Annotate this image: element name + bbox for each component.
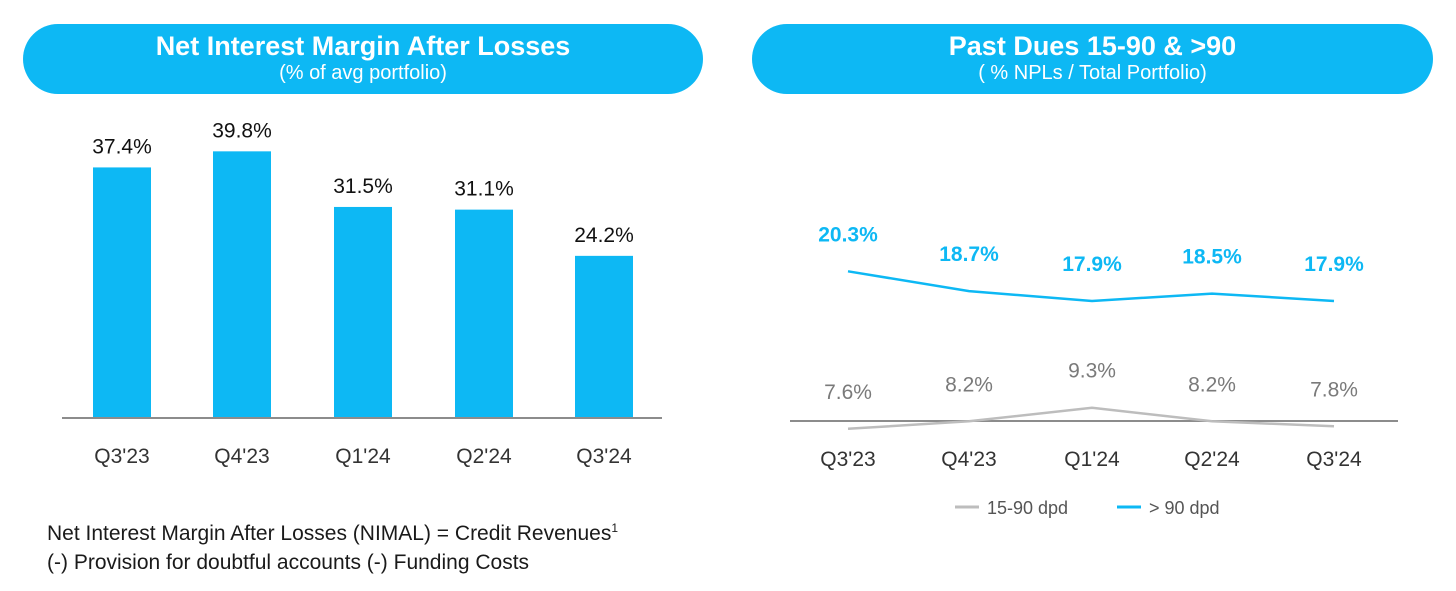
line-value-label: 8.2% — [1188, 373, 1236, 396]
bar-x-tick-label: Q2'24 — [456, 445, 512, 468]
bar-x-tick-label: Q4'23 — [214, 445, 269, 468]
bar-x-tick-label: Q1'24 — [335, 445, 391, 468]
footnote-superscript: 1 — [611, 521, 619, 535]
line-value-label: 7.8% — [1310, 378, 1358, 401]
line-chart-subtitle: ( % NPLs / Total Portfolio) — [978, 62, 1207, 84]
footnote-formula-text: Net Interest Margin After Losses (NIMAL)… — [47, 522, 612, 545]
line-value-label: 17.9% — [1304, 253, 1364, 276]
series-15-90-dpd-line — [847, 406, 1335, 431]
footnote-line-1: Net Interest Margin After Losses (NIMAL)… — [47, 514, 618, 548]
nimal-definition-footnote: Net Interest Margin After Losses (NIMAL)… — [47, 514, 618, 577]
bar-chart-title-banner: Net Interest Margin After Losses (% of a… — [23, 24, 703, 94]
bar-value-label: 31.1% — [454, 178, 514, 201]
legend-15-90-dpd-label: 15-90 dpd — [987, 498, 1068, 518]
line-chart-title: Past Dues 15-90 & >90 — [948, 31, 1237, 61]
bar-value-label: 31.5% — [333, 175, 393, 198]
bar-x-tick-label: Q3'23 — [94, 445, 149, 468]
bar-value-label: 37.4% — [92, 135, 152, 158]
bar-Q4'23 — [213, 151, 271, 418]
line-value-label: 8.2% — [945, 373, 993, 396]
bar-Q3'23 — [93, 167, 151, 418]
bar-Q1'24 — [334, 206, 392, 418]
bar-Q3'24 — [575, 255, 633, 418]
line-value-label: 7.6% — [824, 381, 872, 404]
bar-x-tick-label: Q3'24 — [576, 445, 632, 468]
bar-Q2'24 — [455, 209, 513, 418]
line-x-tick-label: Q3'23 — [820, 448, 875, 471]
bar-chart-subtitle: (% of avg portfolio) — [279, 62, 447, 84]
legend-over-90-dpd-label: > 90 dpd — [1149, 498, 1220, 518]
line-chart-title-banner: Past Dues 15-90 & >90 ( % NPLs / Total P… — [752, 24, 1433, 94]
line-value-label: 18.5% — [1182, 246, 1242, 269]
line-x-tick-label: Q2'24 — [1184, 448, 1240, 471]
line-value-label: 18.7% — [939, 243, 999, 266]
footnote-line-2: (-) Provision for doubtful accounts (-) … — [47, 551, 530, 574]
line-value-label: 17.9% — [1062, 253, 1122, 276]
line-x-tick-label: Q4'23 — [941, 448, 996, 471]
line-x-tick-label: Q3'24 — [1306, 448, 1362, 471]
bar-value-label: 24.2% — [574, 224, 634, 247]
line-value-label: 20.3% — [818, 223, 878, 246]
series-over-90-dpd-line — [847, 270, 1335, 303]
line-x-tick-label: Q1'24 — [1064, 448, 1120, 471]
bar-chart-title: Net Interest Margin After Losses — [155, 31, 571, 61]
line-value-label: 9.3% — [1068, 360, 1116, 383]
bar-value-label: 39.8% — [212, 119, 272, 142]
